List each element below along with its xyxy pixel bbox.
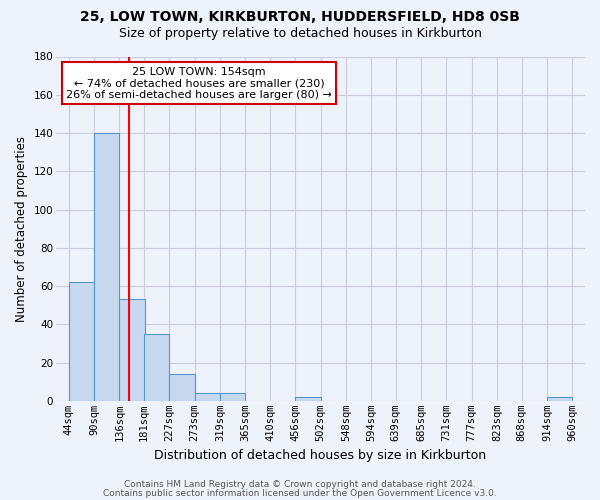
Bar [194, 393, 220, 401]
Text: 25, LOW TOWN, KIRKBURTON, HUDDERSFIELD, HD8 0SB: 25, LOW TOWN, KIRKBURTON, HUDDERSFIELD, … [80, 10, 520, 24]
Bar [94, 133, 119, 401]
Bar [69, 282, 94, 401]
Bar [220, 393, 245, 401]
Bar [295, 397, 320, 401]
Y-axis label: Number of detached properties: Number of detached properties [15, 136, 28, 322]
Text: 25 LOW TOWN: 154sqm
← 74% of detached houses are smaller (230)
26% of semi-detac: 25 LOW TOWN: 154sqm ← 74% of detached ho… [66, 67, 332, 100]
X-axis label: Distribution of detached houses by size in Kirkburton: Distribution of detached houses by size … [154, 450, 487, 462]
Bar [169, 374, 194, 401]
Bar [144, 334, 169, 401]
Bar [547, 397, 572, 401]
Text: Contains public sector information licensed under the Open Government Licence v3: Contains public sector information licen… [103, 488, 497, 498]
Bar [119, 300, 145, 401]
Text: Contains HM Land Registry data © Crown copyright and database right 2024.: Contains HM Land Registry data © Crown c… [124, 480, 476, 489]
Text: Size of property relative to detached houses in Kirkburton: Size of property relative to detached ho… [119, 28, 481, 40]
